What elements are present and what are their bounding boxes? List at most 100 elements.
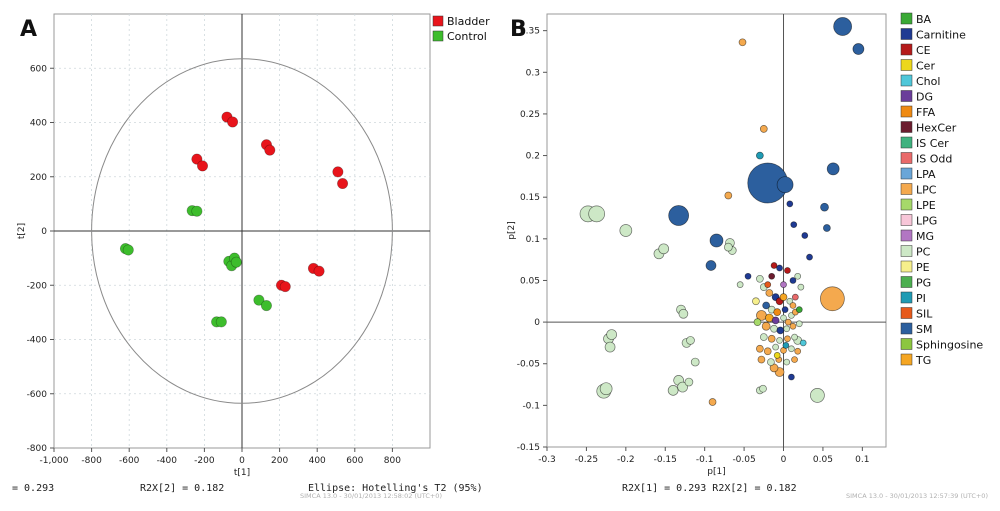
x-tick-label: -1,000 (39, 456, 68, 466)
loading-point-pc (658, 243, 670, 255)
legend-swatch-is-cer (900, 136, 913, 149)
loading-point-lpc (820, 286, 845, 312)
score-point-control (230, 256, 242, 268)
legend-label-ba: BA (916, 13, 932, 26)
hotelling-ellipse (91, 58, 393, 404)
loading-point-carnitine (776, 326, 785, 335)
x-tick-label: 0 (239, 456, 245, 466)
score-point-control (122, 244, 134, 256)
y-tick-label: 200 (30, 173, 47, 183)
loading-point-pc (690, 357, 700, 367)
x-tick-label: 600 (346, 456, 363, 466)
legend-label-pg: PG (916, 277, 931, 290)
x-tick-label: -0.15 (654, 455, 677, 465)
loading-point-tg (779, 293, 788, 301)
loading-point-pc (599, 382, 613, 396)
x-tick-label: -0.3 (538, 455, 556, 465)
y-tick-label: -400 (27, 336, 48, 346)
x-tick-label: 0 (781, 455, 787, 465)
loading-point-sm (709, 233, 724, 248)
legend-swatch-sil (900, 307, 913, 319)
loading-point-pc (797, 283, 805, 291)
legend-swatch-pc (900, 245, 913, 257)
x-tick-label: -600 (119, 456, 140, 466)
panel-b-watermark: SIMCA 13.0 - 30/01/2013 12:57:39 (UTC+0) (846, 492, 988, 500)
loading-point-pc (684, 377, 694, 387)
panel-b-label: B (510, 17, 527, 42)
y-tick-label: -0.05 (517, 360, 540, 370)
loading-point-lpc (761, 321, 771, 331)
loading-point-pc (756, 274, 764, 283)
y-tick-label: 0.1 (526, 235, 540, 245)
loading-point-sm (762, 301, 771, 310)
x-tick-label: -200 (194, 456, 215, 466)
loading-point-lpc (759, 125, 768, 133)
legend-label-sphingosine: Sphingosine (916, 339, 983, 352)
y-tick-label: -600 (27, 390, 48, 400)
y-tick-label: 0.2 (526, 152, 540, 162)
legend-label-sil: SIL (916, 308, 933, 321)
loading-point-sm (823, 224, 831, 232)
loading-point-pc (788, 345, 795, 353)
loading-point-carnitine (786, 200, 794, 208)
legend-swatch-carnitine (900, 28, 913, 40)
loading-point-carnitine (806, 253, 813, 261)
loading-point-lpc (756, 344, 764, 353)
y-tick-label: 0.15 (520, 193, 540, 203)
loading-point-carnitine (801, 232, 809, 239)
y-tick-label: 0 (534, 318, 540, 328)
x-tick-label: -400 (157, 456, 178, 466)
loading-point-pc (759, 384, 767, 393)
loading-point-lpc (789, 322, 797, 330)
legend-swatch-sphingosine (900, 338, 913, 350)
loading-point-pc (619, 224, 633, 237)
legend-swatch-ce (900, 43, 913, 56)
legend-label-is-odd: IS Odd (916, 153, 952, 166)
legend-swatch-lpc (900, 183, 913, 195)
y-tick-label: 0.05 (520, 276, 540, 286)
loading-point-lpc (765, 289, 774, 297)
x-tick-label: 0.1 (855, 455, 869, 465)
legend-swatch-pg (900, 276, 913, 288)
loading-point-pc (604, 341, 616, 353)
loading-point-lpc (791, 356, 798, 363)
loading-point-carnitine (788, 373, 795, 381)
loading-point-pc (678, 308, 689, 319)
loading-point-dg (771, 316, 780, 325)
legend-swatch-lpe (900, 198, 913, 211)
x-tick-label: 0.05 (813, 455, 833, 465)
loading-point-pc (606, 329, 617, 340)
loading-point-sm (668, 205, 690, 226)
loading-point-pc (783, 325, 791, 333)
legend-label-chol: Chol (916, 75, 940, 88)
loading-point-sm (776, 176, 794, 194)
y-tick-label: 0.35 (520, 27, 540, 37)
legend-swatch-is-odd (900, 152, 913, 164)
loading-point-lpc (763, 347, 772, 356)
loading-point-lpc (767, 334, 776, 343)
loading-point-carnitine (744, 272, 752, 280)
loading-point-ffa (773, 308, 782, 316)
loading-point-sm (852, 43, 865, 55)
loading-point-lpc (708, 398, 717, 406)
panel-a-watermark: SIMCA 13.0 - 30/01/2013 12:58:02 (UTC+0) (300, 492, 442, 500)
score-point-bladder (279, 281, 291, 293)
loading-point-pc (686, 336, 695, 345)
loading-point-carnitine (776, 264, 783, 272)
score-point-control (191, 205, 203, 217)
loading-point-chol (799, 339, 807, 347)
legend-swatch-pi (900, 291, 913, 304)
loading-point-sil (764, 281, 772, 288)
y-axis-label: p[2] (507, 221, 517, 239)
legend-swatch-lpg (900, 214, 913, 226)
loading-point-carnitine (789, 277, 797, 284)
legend-label-tg: TG (915, 354, 931, 367)
loading-point-pc (776, 337, 783, 344)
score-point-bladder (332, 166, 344, 178)
legend-label-carnitine: Carnitine (916, 29, 966, 42)
x-tick-label: -0.05 (732, 455, 755, 465)
loading-point-sm (820, 202, 829, 212)
y-tick-label: 400 (30, 119, 47, 129)
loading-point-pc (810, 388, 825, 403)
legend-label-is-cer: IS Cer (916, 137, 949, 150)
